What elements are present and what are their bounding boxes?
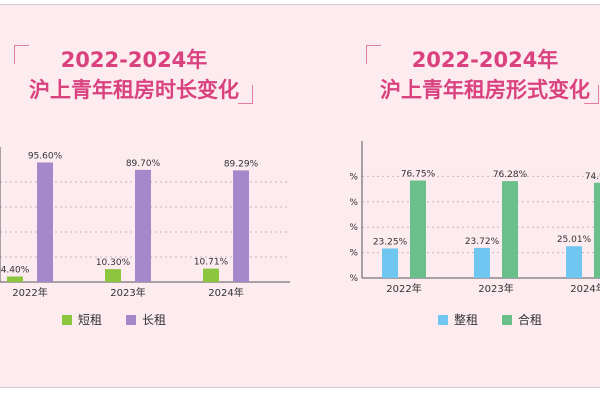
legend-swatch-short (62, 314, 72, 325)
data-label: 89.29% (224, 159, 259, 169)
left-legend: 短租 长租 (62, 311, 190, 328)
bar-series2 (594, 182, 600, 278)
x-tick-label: 2024年 (570, 282, 600, 295)
right-title-line2: 沪上青年租房形式变化 (380, 78, 590, 102)
legend-swatch-shared (502, 314, 513, 325)
title-bracket-top-left (14, 45, 29, 64)
data-label: 95.60% (28, 152, 63, 162)
data-label: 23.72% (465, 237, 500, 247)
data-label: 89.70% (126, 159, 161, 169)
y-tick-label: 80% (350, 172, 358, 182)
bar-series2 (135, 169, 151, 282)
bar-series1 (382, 248, 398, 278)
title-bracket-top-left (366, 45, 381, 64)
bar-series2 (233, 170, 249, 282)
bar-series2 (502, 181, 518, 278)
y-tick-label: 20% (350, 249, 358, 259)
bar-series1 (566, 246, 582, 278)
data-label: 25.01% (557, 235, 592, 245)
bar-series1 (474, 247, 490, 278)
legend-label-whole: 整租 (454, 313, 479, 327)
y-tick-label: 40% (350, 223, 358, 233)
x-tick-label: 2022年 (12, 286, 47, 299)
right-title: 2022-2024年 沪上青年租房形式变化 (350, 45, 600, 105)
x-tick-label: 2023年 (110, 286, 145, 299)
form-bar-chart: 0% 20% 40% 60% 80% 23.25% 76.75% 2022年 23.72% 76.… (350, 141, 600, 295)
bar-series2 (37, 162, 53, 282)
duration-bar-chart: 4.40% 95.60% 2022年 10.30% 89.70% 2023年 10.71% 8… (0, 147, 290, 299)
left-title: 2022-2024年 沪上青年租房时长变化 (0, 45, 268, 105)
x-tick-label: 2024年 (208, 286, 243, 299)
legend-label-long: 长租 (142, 313, 167, 327)
right-legend: 整租 合租 (438, 311, 566, 328)
bar-series1 (7, 276, 23, 282)
data-label: 23.25% (373, 237, 408, 247)
right-title-line1: 2022-2024年 (411, 48, 559, 72)
data-label: 76.75% (401, 170, 436, 180)
title-bracket-bottom-right (584, 85, 599, 104)
x-tick-label: 2023年 (478, 282, 513, 295)
legend-label-short: 短租 (78, 313, 103, 327)
legend-swatch-whole (438, 314, 448, 325)
infographic-panel: 2022-2024年 沪上青年租房时长变化 2022-2024年 沪上青年租房形… (0, 4, 600, 388)
legend-label-shared: 合租 (518, 313, 543, 327)
bar-series2 (410, 180, 426, 278)
left-title-line1: 2022-2024年 (60, 48, 208, 72)
data-label: 74.99% (585, 172, 600, 182)
bar-series1 (105, 269, 121, 282)
y-tick-label: 60% (350, 198, 358, 208)
bar-series1 (203, 268, 219, 282)
legend-swatch-long (126, 314, 137, 325)
data-label: 10.30% (96, 258, 131, 268)
title-bracket-bottom-right (238, 85, 253, 104)
x-tick-label: 2022年 (386, 282, 421, 295)
left-title-line2: 沪上青年租房时长变化 (29, 78, 239, 102)
data-label: 76.28% (493, 170, 528, 180)
data-label: 10.71% (194, 258, 229, 268)
y-tick-label: 0% (350, 274, 358, 284)
data-label: 4.40% (1, 266, 30, 276)
